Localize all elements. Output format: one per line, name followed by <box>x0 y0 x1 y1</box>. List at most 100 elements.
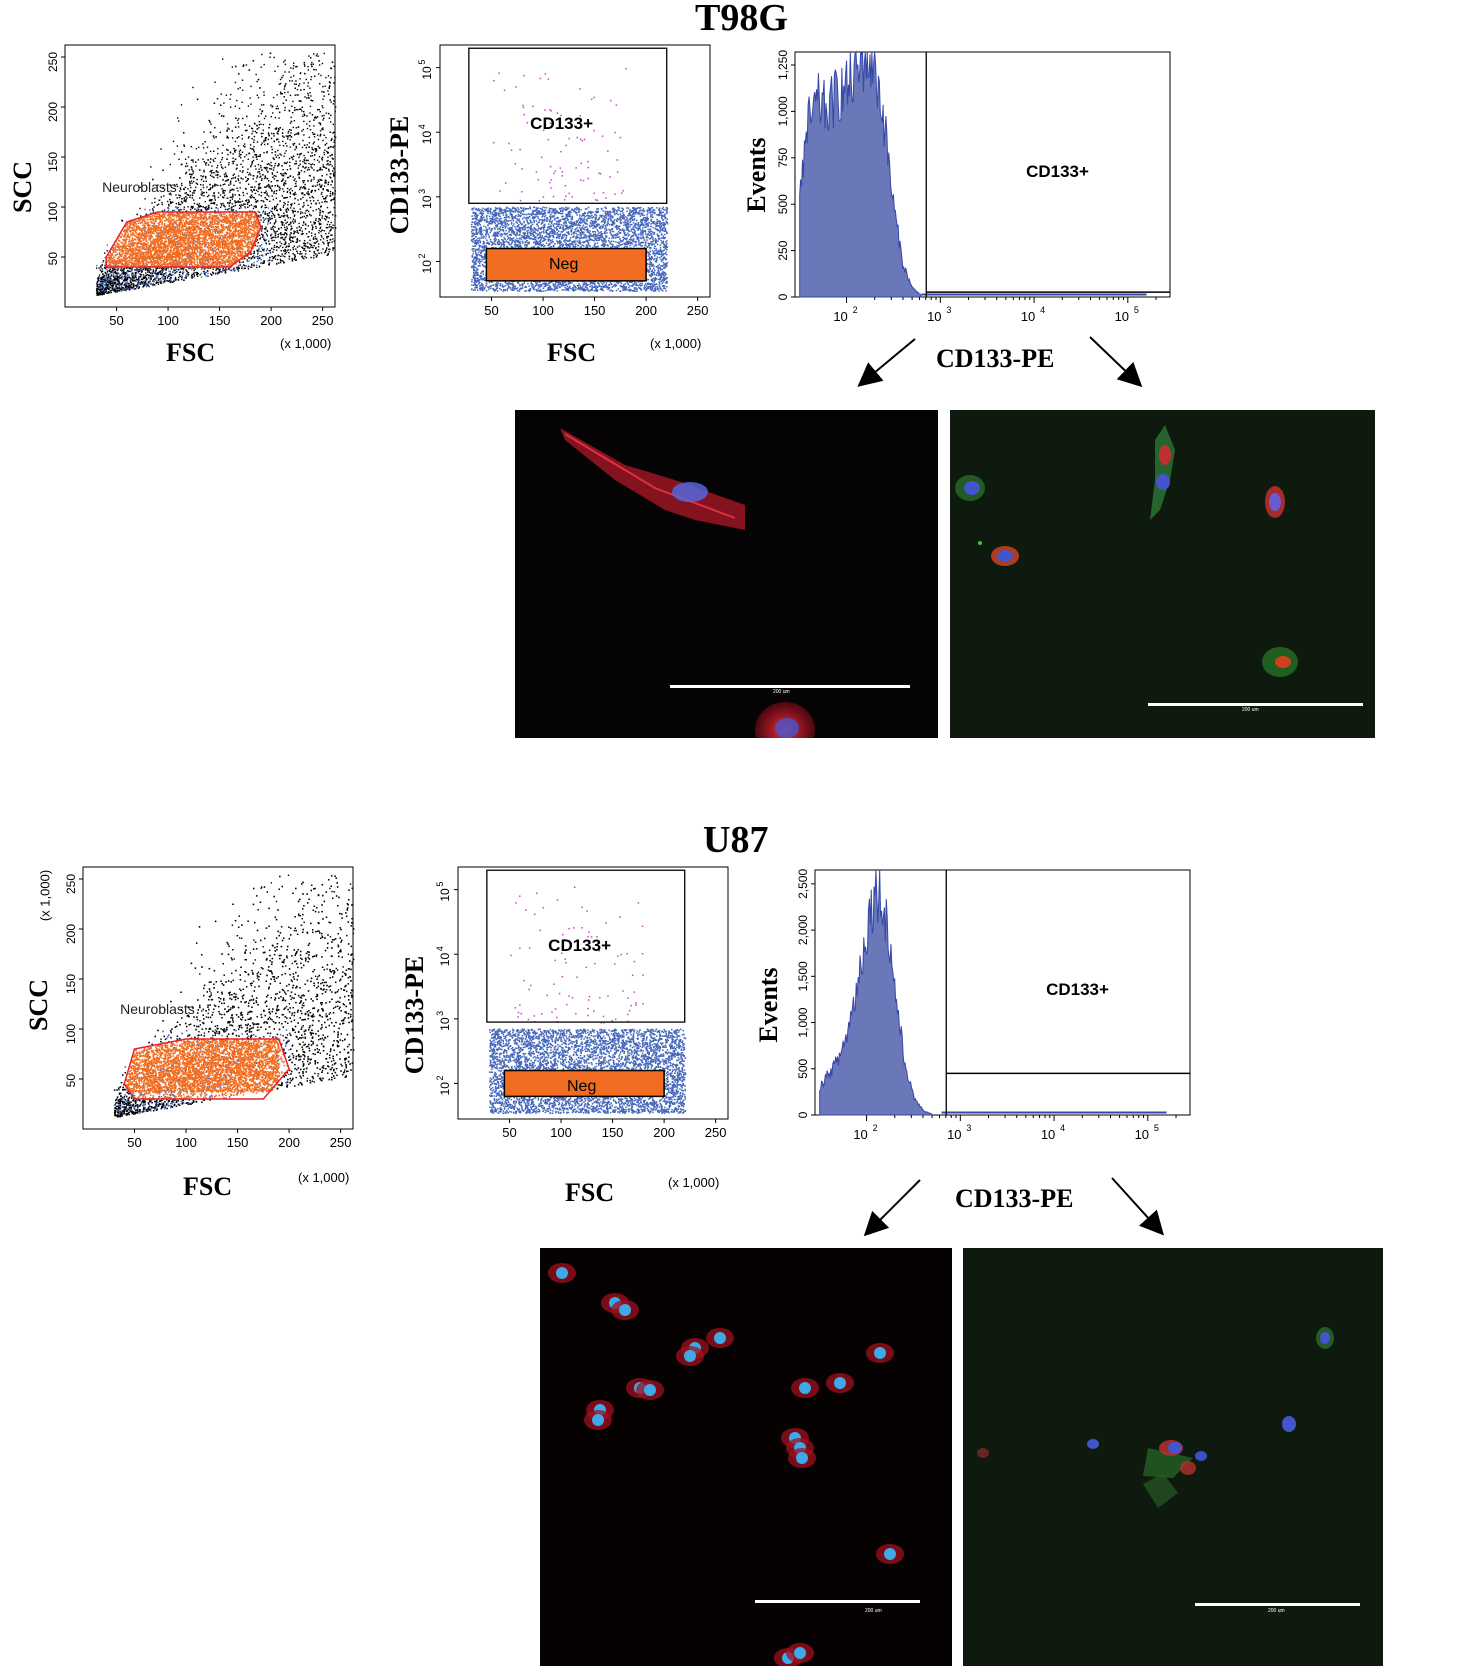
x-tick-label: 50 <box>484 303 498 318</box>
gate-cd133-label: CD133+ <box>1046 980 1109 999</box>
y-tick-label: 750 <box>776 147 790 167</box>
x-tick-label: 150 <box>602 1125 624 1140</box>
y-tick-label: 500 <box>776 194 790 214</box>
x-tick-label: 50 <box>502 1125 516 1140</box>
x-tick-label: 10 <box>1041 1127 1055 1142</box>
gate-cd133-label: CD133+ <box>1026 162 1089 181</box>
x-tick-label: 200 <box>635 303 657 318</box>
t98g-scalebar-neg <box>670 685 910 688</box>
gate-neuroblasts <box>123 1038 290 1100</box>
arrow-left-icon <box>857 338 916 387</box>
y-tick-label: 0 <box>776 293 790 300</box>
y-tick-label: 200 <box>64 924 78 944</box>
gate-label: Neuroblasts <box>102 179 177 195</box>
y-tick-label: 150 <box>64 974 78 994</box>
y-tick-label: 50 <box>46 252 60 266</box>
x-tick-label: 100 <box>175 1135 197 1150</box>
y-tick-label: 200 <box>46 102 60 122</box>
x-tick-label: 50 <box>109 313 123 328</box>
gate-cd133-pos <box>486 869 686 1023</box>
x-tick-label: 200 <box>260 313 282 328</box>
x-tick-exp: 4 <box>1040 305 1045 315</box>
y-tick-label: 10 <box>438 888 452 902</box>
y-tick-label: 150 <box>46 152 60 172</box>
y-tick-label: 10 <box>438 1017 452 1031</box>
cell-nucleus <box>714 1332 726 1344</box>
x-tick-exp: 2 <box>873 1123 878 1133</box>
y-tick-label: 10 <box>420 66 434 80</box>
t98g-scatter1-ylabel: SCC <box>8 152 38 222</box>
cell-nucleus <box>874 1347 886 1359</box>
u87-scalebar-neg <box>755 1600 920 1603</box>
t98g-scatter2-xlabel: FSC <box>547 338 596 368</box>
y-tick-label: 10 <box>420 260 434 274</box>
x-tick-label: 250 <box>330 1135 352 1150</box>
y-tick-label: 500 <box>796 1058 810 1078</box>
gate-neuroblasts <box>105 211 262 268</box>
t98g-scalebar-neg-label: 200 um <box>773 689 790 695</box>
cell-nucleus <box>619 1304 631 1316</box>
x-tick-exp: 2 <box>853 305 858 315</box>
gate-neg-label: Neg <box>567 1078 596 1095</box>
gate-neg <box>485 247 647 282</box>
x-tick-label: 10 <box>1115 309 1129 324</box>
y-tick-label: 2,500 <box>796 869 810 899</box>
x-tick-exp: 4 <box>1060 1123 1065 1133</box>
u87-scalebar-pos <box>1195 1603 1360 1606</box>
cell-nucleus <box>796 1452 808 1464</box>
cell-nucleus <box>684 1350 696 1362</box>
y-tick-exp: 3 <box>435 1011 445 1016</box>
u87-scalebar-neg-label: 200 um <box>865 1608 882 1614</box>
x-tick-label: 150 <box>209 313 231 328</box>
u87-scatter-fsc-ssc: Neuroblasts 50 100 150 200 250 50 100 150 200 250 <box>64 866 355 1150</box>
t98g-micrograph-pos: 200 um <box>950 410 1375 738</box>
x-tick-label: 150 <box>227 1135 249 1150</box>
panel-title-u87: U87 <box>703 818 768 862</box>
x-tick-label: 10 <box>1021 309 1035 324</box>
u87-scalebar-pos-label: 200 um <box>1268 1608 1285 1614</box>
u87-scatter2-ylabel: CD133-PE <box>400 945 430 1085</box>
gate-cd133-pos <box>468 47 668 204</box>
y-tick-label: 1,250 <box>776 50 790 80</box>
t98g-scatter2-ylabel: CD133-PE <box>385 105 415 245</box>
x-tick-label: 10 <box>833 309 847 324</box>
x-tick-label: 10 <box>853 1127 867 1142</box>
u87-histogram-ylabel: Events <box>754 960 784 1050</box>
y-tick-label: 250 <box>46 52 60 72</box>
y-tick-label: 250 <box>776 240 790 260</box>
y-tick-label: 1,000 <box>776 96 790 126</box>
x-tick-label: 10 <box>927 309 941 324</box>
x-tick-label: 100 <box>550 1125 572 1140</box>
u87-scatter1-ylabel: SCC <box>24 970 54 1040</box>
y-tick-label: 10 <box>420 195 434 209</box>
y-tick-label: 50 <box>64 1074 78 1088</box>
y-tick-exp: 4 <box>435 946 445 951</box>
x-tick-label: 250 <box>687 303 709 318</box>
u87-micrograph-neg: 200 um <box>540 1248 952 1666</box>
gate-cd133-label: CD133+ <box>530 114 593 133</box>
t98g-histogram-xlabel: CD133-PE <box>936 344 1054 374</box>
x-tick-exp: 5 <box>1154 1123 1159 1133</box>
y-tick-exp: 5 <box>435 882 445 887</box>
y-tick-label: 1,000 <box>796 1007 810 1037</box>
cell-nucleus <box>556 1267 568 1279</box>
x-tick-exp: 3 <box>966 1123 971 1133</box>
x-tick-label: 200 <box>653 1125 675 1140</box>
u87-scatter1-ymultiplier: (x 1,000) <box>38 861 53 931</box>
u87-arrows <box>863 1177 1165 1237</box>
t98g-histogram-ylabel: Events <box>742 130 772 220</box>
t98g-scatter2-multiplier: (x 1,000) <box>650 336 701 351</box>
y-tick-exp: 3 <box>417 189 427 194</box>
y-tick-label: 100 <box>64 1024 78 1044</box>
t98g-scatter1-multiplier: (x 1,000) <box>280 336 331 351</box>
x-tick-label: 10 <box>1135 1127 1149 1142</box>
t98g-scalebar-pos-label: 200 um <box>1242 707 1259 713</box>
x-tick-label: 10 <box>947 1127 961 1142</box>
t98g-scatter-fsc-ssc: Neuroblasts 50 100 150 200 250 50 100 150 200 250 <box>46 44 337 328</box>
gate-cd133-label: CD133+ <box>548 936 611 955</box>
t98g-scatter1-xlabel: FSC <box>166 338 215 368</box>
cell-nucleus <box>592 1414 604 1426</box>
t98g-scalebar-pos <box>1148 703 1363 706</box>
x-tick-label: 150 <box>584 303 606 318</box>
